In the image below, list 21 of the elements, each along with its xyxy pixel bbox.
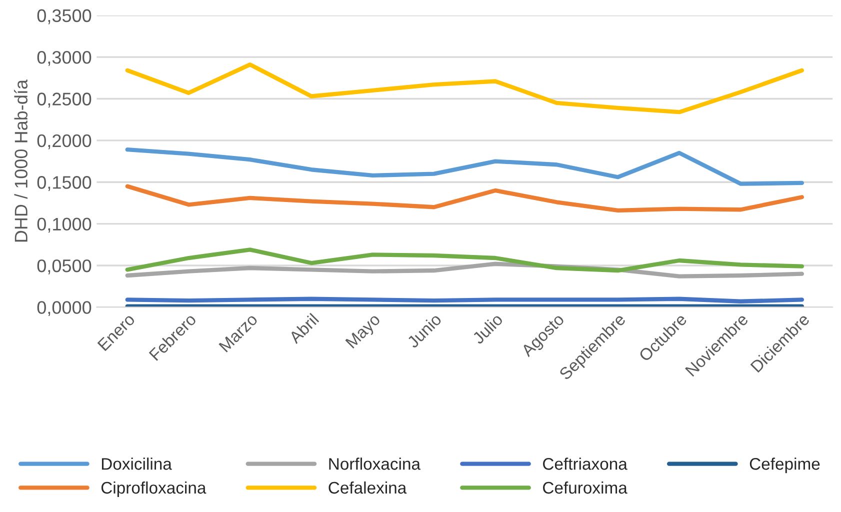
legend-label: Cefepime bbox=[750, 458, 820, 474]
legend-label: Ciprofloxacina bbox=[101, 481, 206, 497]
y-tick-label: 0,3500 bbox=[37, 9, 92, 24]
y-tick-label: 0,0000 bbox=[37, 301, 92, 316]
legend-label: Doxicilina bbox=[102, 458, 172, 470]
y-tick-label: 0,1500 bbox=[37, 176, 92, 191]
y-axis-title: DHD / 1000 Hab-día bbox=[14, 79, 28, 242]
y-tick-label: 0,2000 bbox=[37, 134, 92, 150]
y-tick-label: 0,2500 bbox=[37, 92, 92, 108]
legend-label: Cefuroxima bbox=[543, 481, 628, 494]
y-tick-label: 0,0500 bbox=[37, 259, 92, 274]
x-tick-label: Julio bbox=[471, 312, 504, 345]
y-tick-label: 0,1000 bbox=[37, 218, 92, 233]
legend-label: Ceftriaxona bbox=[543, 458, 628, 470]
y-tick-label: 0,3000 bbox=[37, 50, 92, 66]
line-series bbox=[125, 148, 804, 186]
legend-label: Norfloxacina bbox=[329, 458, 421, 470]
line-series bbox=[125, 184, 804, 213]
line-series bbox=[125, 62, 804, 114]
legend-label: Cefalexina bbox=[328, 481, 407, 494]
line-series bbox=[125, 248, 804, 273]
